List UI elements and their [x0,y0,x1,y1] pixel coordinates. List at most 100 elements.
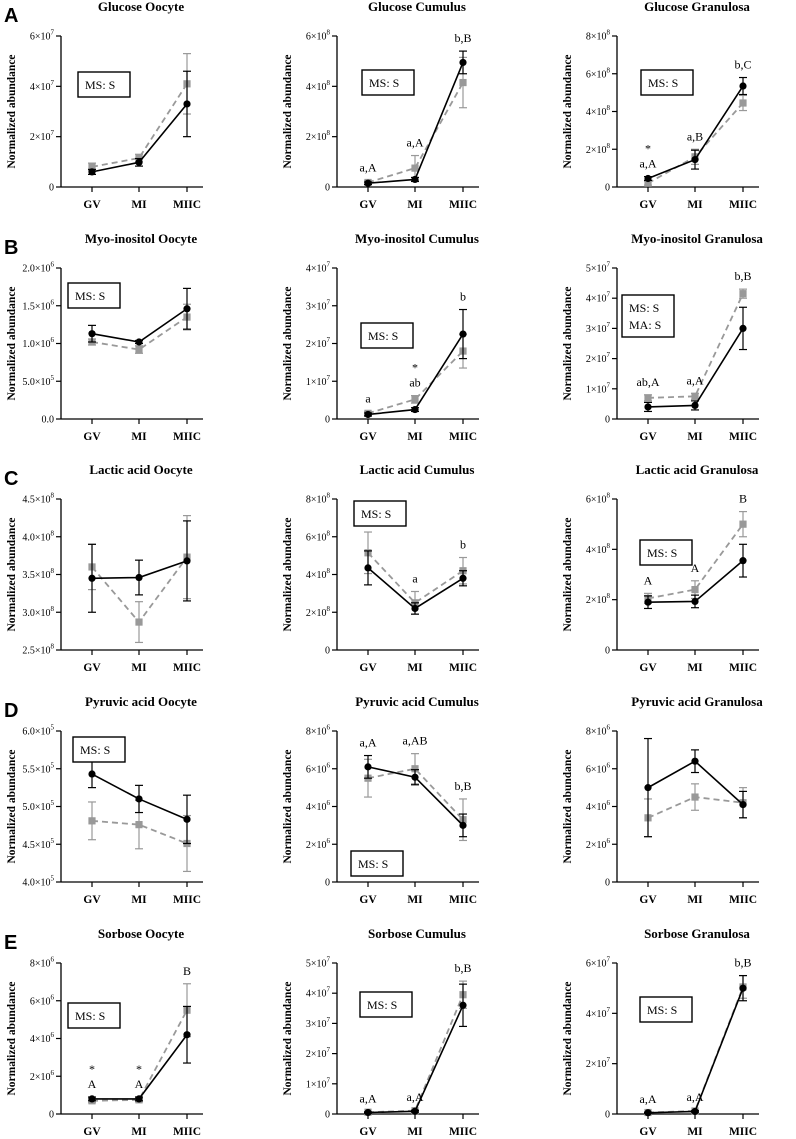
ms-label: MS: S [367,998,397,1012]
y-tick-label: 0.0 [42,415,55,426]
x-tick-label: MI [131,894,147,906]
y-tick-label: 2×108 [586,142,611,156]
x-tick-label: MI [407,431,423,443]
significance-label: * [412,361,418,375]
solid-data-point [459,821,467,829]
dashed-data-point [135,345,143,354]
dashed-data-point [411,164,419,172]
x-tick-label: MI [407,1126,423,1138]
y-tick-label: 4.5×108 [22,492,54,506]
solid-data-point [411,604,419,613]
chart-title: Pyruvic acid Oocyte [85,694,197,709]
significance-label: A [135,1077,144,1091]
x-tick-label: MI [407,199,423,211]
significance-label: a,A [407,136,424,150]
y-tick-label: 4×107 [586,1006,611,1020]
dashed-data-point [644,179,652,187]
x-tick-label: MIIC [729,431,757,443]
solid-data-point [644,784,652,792]
dashed-series-line [91,83,188,168]
solid-series-line [91,308,188,343]
significance-label: a [365,391,371,405]
y-tick-label: 0 [325,646,330,657]
solid-data-point [644,403,652,411]
y-tick-label: 0 [49,1110,54,1121]
panel-label: C [4,468,18,490]
significance-label: b,B [734,269,751,283]
y-tick-label: 6×106 [306,761,331,775]
y-tick-label: 0 [605,646,610,657]
chart-title: Myo-inositol Cumulus [355,231,479,246]
dashed-data-point [739,290,747,298]
solid-data-point [183,557,191,565]
significance-label: * [89,1062,95,1076]
y-tick-label: 1×107 [586,381,611,395]
y-axis-title: Normalized abundance [282,749,294,863]
significance-label: a,A [640,1092,657,1106]
dashed-series-line [91,1009,188,1102]
significance-label: A [691,561,700,575]
solid-data-point [88,330,96,338]
ms-label: MS: S [361,507,391,521]
chart-title: Glucose Oocyte [98,0,185,14]
y-axis-title: Normalized abundance [6,749,18,863]
solid-data-point [459,58,467,67]
solid-data-point [739,557,747,565]
ms-label: MS: S [75,289,105,303]
y-tick-label: 4×106 [586,799,611,813]
x-tick-label: GV [83,662,101,674]
chart-panel: Sorbose Cumulus 0 1×107 2×107 3×107 4×107 5×10… [282,926,479,1138]
dashed-data-point [88,163,96,171]
y-tick-label: 0 [605,1110,610,1121]
y-tick-label: 6.0×105 [22,724,54,738]
x-tick-label: GV [359,1126,377,1138]
chart-title: Sorbose Granulosa [644,926,750,941]
dashed-data-point [691,586,699,594]
ms-box [72,736,126,763]
significance-label: A [88,1077,97,1091]
ms-label: MS: S [648,76,678,90]
ms-label: MS: S [647,546,677,560]
y-tick-label: 2.5×108 [22,643,54,657]
chart-panel: Glucose Granulosa 0 2×108 4×108 6×108 8×108 GV… [562,0,759,211]
x-tick-label: MI [407,894,423,906]
significance-label: a,B [687,129,703,143]
y-axis-title: Normalized abundance [282,981,294,1095]
solid-data-point [644,1109,652,1117]
x-tick-label: GV [639,431,657,443]
y-tick-label: 8×106 [586,724,611,738]
y-tick-label: 2.0×106 [22,261,54,275]
y-tick-label: 4×106 [30,1031,55,1045]
solid-data-point [88,574,96,582]
solid-data-point [183,1031,191,1039]
x-tick-label: MI [687,894,703,906]
y-tick-label: 0 [605,183,610,194]
dashed-data-point [459,78,467,87]
significance-label: B [183,964,191,978]
solid-data-point [459,1001,467,1009]
solid-data-point [183,815,191,823]
y-axis-title: Normalized abundance [562,981,574,1095]
y-tick-label: 2×107 [306,336,331,350]
solid-data-point [135,795,143,803]
solid-data-point [183,100,191,108]
solid-data-point [691,1107,699,1116]
chart-panel: Lactic acid Granulosa 0 2×108 4×108 6×108 GV M… [562,462,759,674]
x-tick-label: GV [639,1126,657,1138]
dashed-data-point [411,395,419,403]
panel-label: E [4,932,17,954]
chart-panel: Pyruvic acid Cumulus 0 2×106 4×106 6×106 8×10… [282,694,479,906]
chart-title: Myo-inositol Granulosa [631,231,763,246]
x-tick-label: MI [131,1126,147,1138]
solid-data-point [364,564,372,572]
y-tick-label: 8×108 [586,29,611,43]
y-axis-title: Normalized abundance [282,286,294,400]
ms-label: MS: S [369,76,399,90]
solid-data-point [691,757,699,765]
y-tick-label: 3.0×108 [22,605,54,619]
x-tick-label: GV [83,894,101,906]
significance-label: a,A [360,1092,377,1106]
dashed-data-point [644,394,652,402]
chart-panel: Myo-inositol Cumulus 0 1×107 2×107 3×107 4×10… [282,231,479,443]
